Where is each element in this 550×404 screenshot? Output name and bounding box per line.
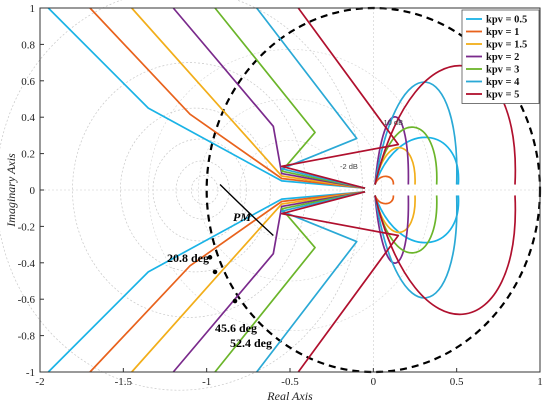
y-tick-label: 0.6 [21, 76, 35, 88]
x-tick-label: -1.5 [115, 376, 133, 388]
series-curve-6-part-3 [374, 195, 458, 299]
series-curve-6-part-1 [256, 7, 366, 190]
y-tick-label: -1 [26, 367, 35, 379]
grid-contour [148, 49, 432, 331]
grid-lines [0, 0, 540, 391]
legend-label: kpv = 1 [486, 27, 519, 38]
y-tick-label: 0.2 [21, 149, 35, 161]
pm-marker-1 [207, 255, 213, 260]
axis-ticks: -2 -1.5 -1 -0.5 0 0.5 1 1 0.8 0.6 0.4 0.2 0 -0.2 -0.4 -… [18, 3, 543, 388]
x-tick-label: 0.5 [450, 376, 464, 388]
series-curve-1-part-1 [47, 7, 366, 190]
series-curve-5-part-4 [214, 190, 366, 373]
y-tick-label: 1 [30, 3, 36, 15]
legend-label: kpv = 1.5 [486, 40, 527, 51]
x-tick-label: -1 [202, 376, 211, 388]
series-curve-4-part-2 [374, 116, 410, 185]
legend-label: kpv = 0.5 [486, 15, 527, 26]
legend-label: kpv = 5 [486, 90, 519, 101]
y-axis-title: Imaginary Axis [4, 153, 18, 228]
x-axis-title: Real Axis [266, 389, 313, 403]
series-curve-4-part-4 [172, 190, 366, 373]
y-tick-label: 0.8 [21, 39, 35, 51]
y-tick-label: -0.6 [18, 294, 36, 306]
series-curve-5-part-1 [214, 7, 366, 190]
series-curve-4-part-1 [172, 7, 366, 190]
series-curve-2-part-1 [89, 7, 366, 190]
grid-contour [190, 175, 219, 205]
legend-label: kpv = 4 [486, 77, 520, 88]
pm-marker-3 [232, 298, 238, 304]
db-label-1: -10 dB [381, 118, 403, 127]
x-tick-label: 1 [537, 376, 543, 388]
legend-label: kpv = 2 [486, 52, 519, 63]
legend-label: kpv = 3 [486, 65, 519, 76]
series-curve-6-part-4 [256, 190, 366, 373]
series-curves [47, 7, 517, 373]
pm-arrow [219, 184, 274, 237]
pm-marker-2 [212, 269, 218, 275]
grid-contour [0, 0, 363, 391]
y-tick-label: -0.8 [18, 331, 36, 343]
pm-value-2: 45.6 deg [215, 321, 257, 335]
grid-contour [120, 107, 271, 273]
x-tick-label: -2 [35, 376, 44, 388]
y-tick-label: -0.2 [18, 221, 35, 233]
series-curve-4-part-3 [374, 195, 410, 264]
series-curve-3-part-1 [131, 7, 366, 190]
x-tick-label: -0.5 [281, 376, 299, 388]
y-tick-label: 0 [30, 185, 36, 197]
series-curve-7-part-4 [280, 190, 400, 373]
y-tick-label: -0.4 [18, 258, 36, 270]
pm-label: PM [233, 210, 251, 224]
series-curve-2-part-4 [89, 190, 366, 373]
series-curve-6-part-2 [374, 81, 458, 185]
series-curve-7-part-1 [280, 7, 400, 190]
annotations: PM 20.8 deg 45.6 deg 52.4 deg -10 dB -2 … [167, 118, 403, 350]
series-curve-7-part-3 [374, 195, 517, 316]
series-curve-1-part-4 [47, 190, 366, 373]
pm-value-1: 20.8 deg [167, 251, 209, 265]
db-label-2: -2 dB [340, 162, 358, 171]
y-tick-label: 0.4 [21, 112, 35, 124]
series-curve-3-part-4 [131, 190, 366, 373]
x-tick-label: 0 [371, 376, 377, 388]
pm-value-3: 52.4 deg [230, 336, 272, 350]
